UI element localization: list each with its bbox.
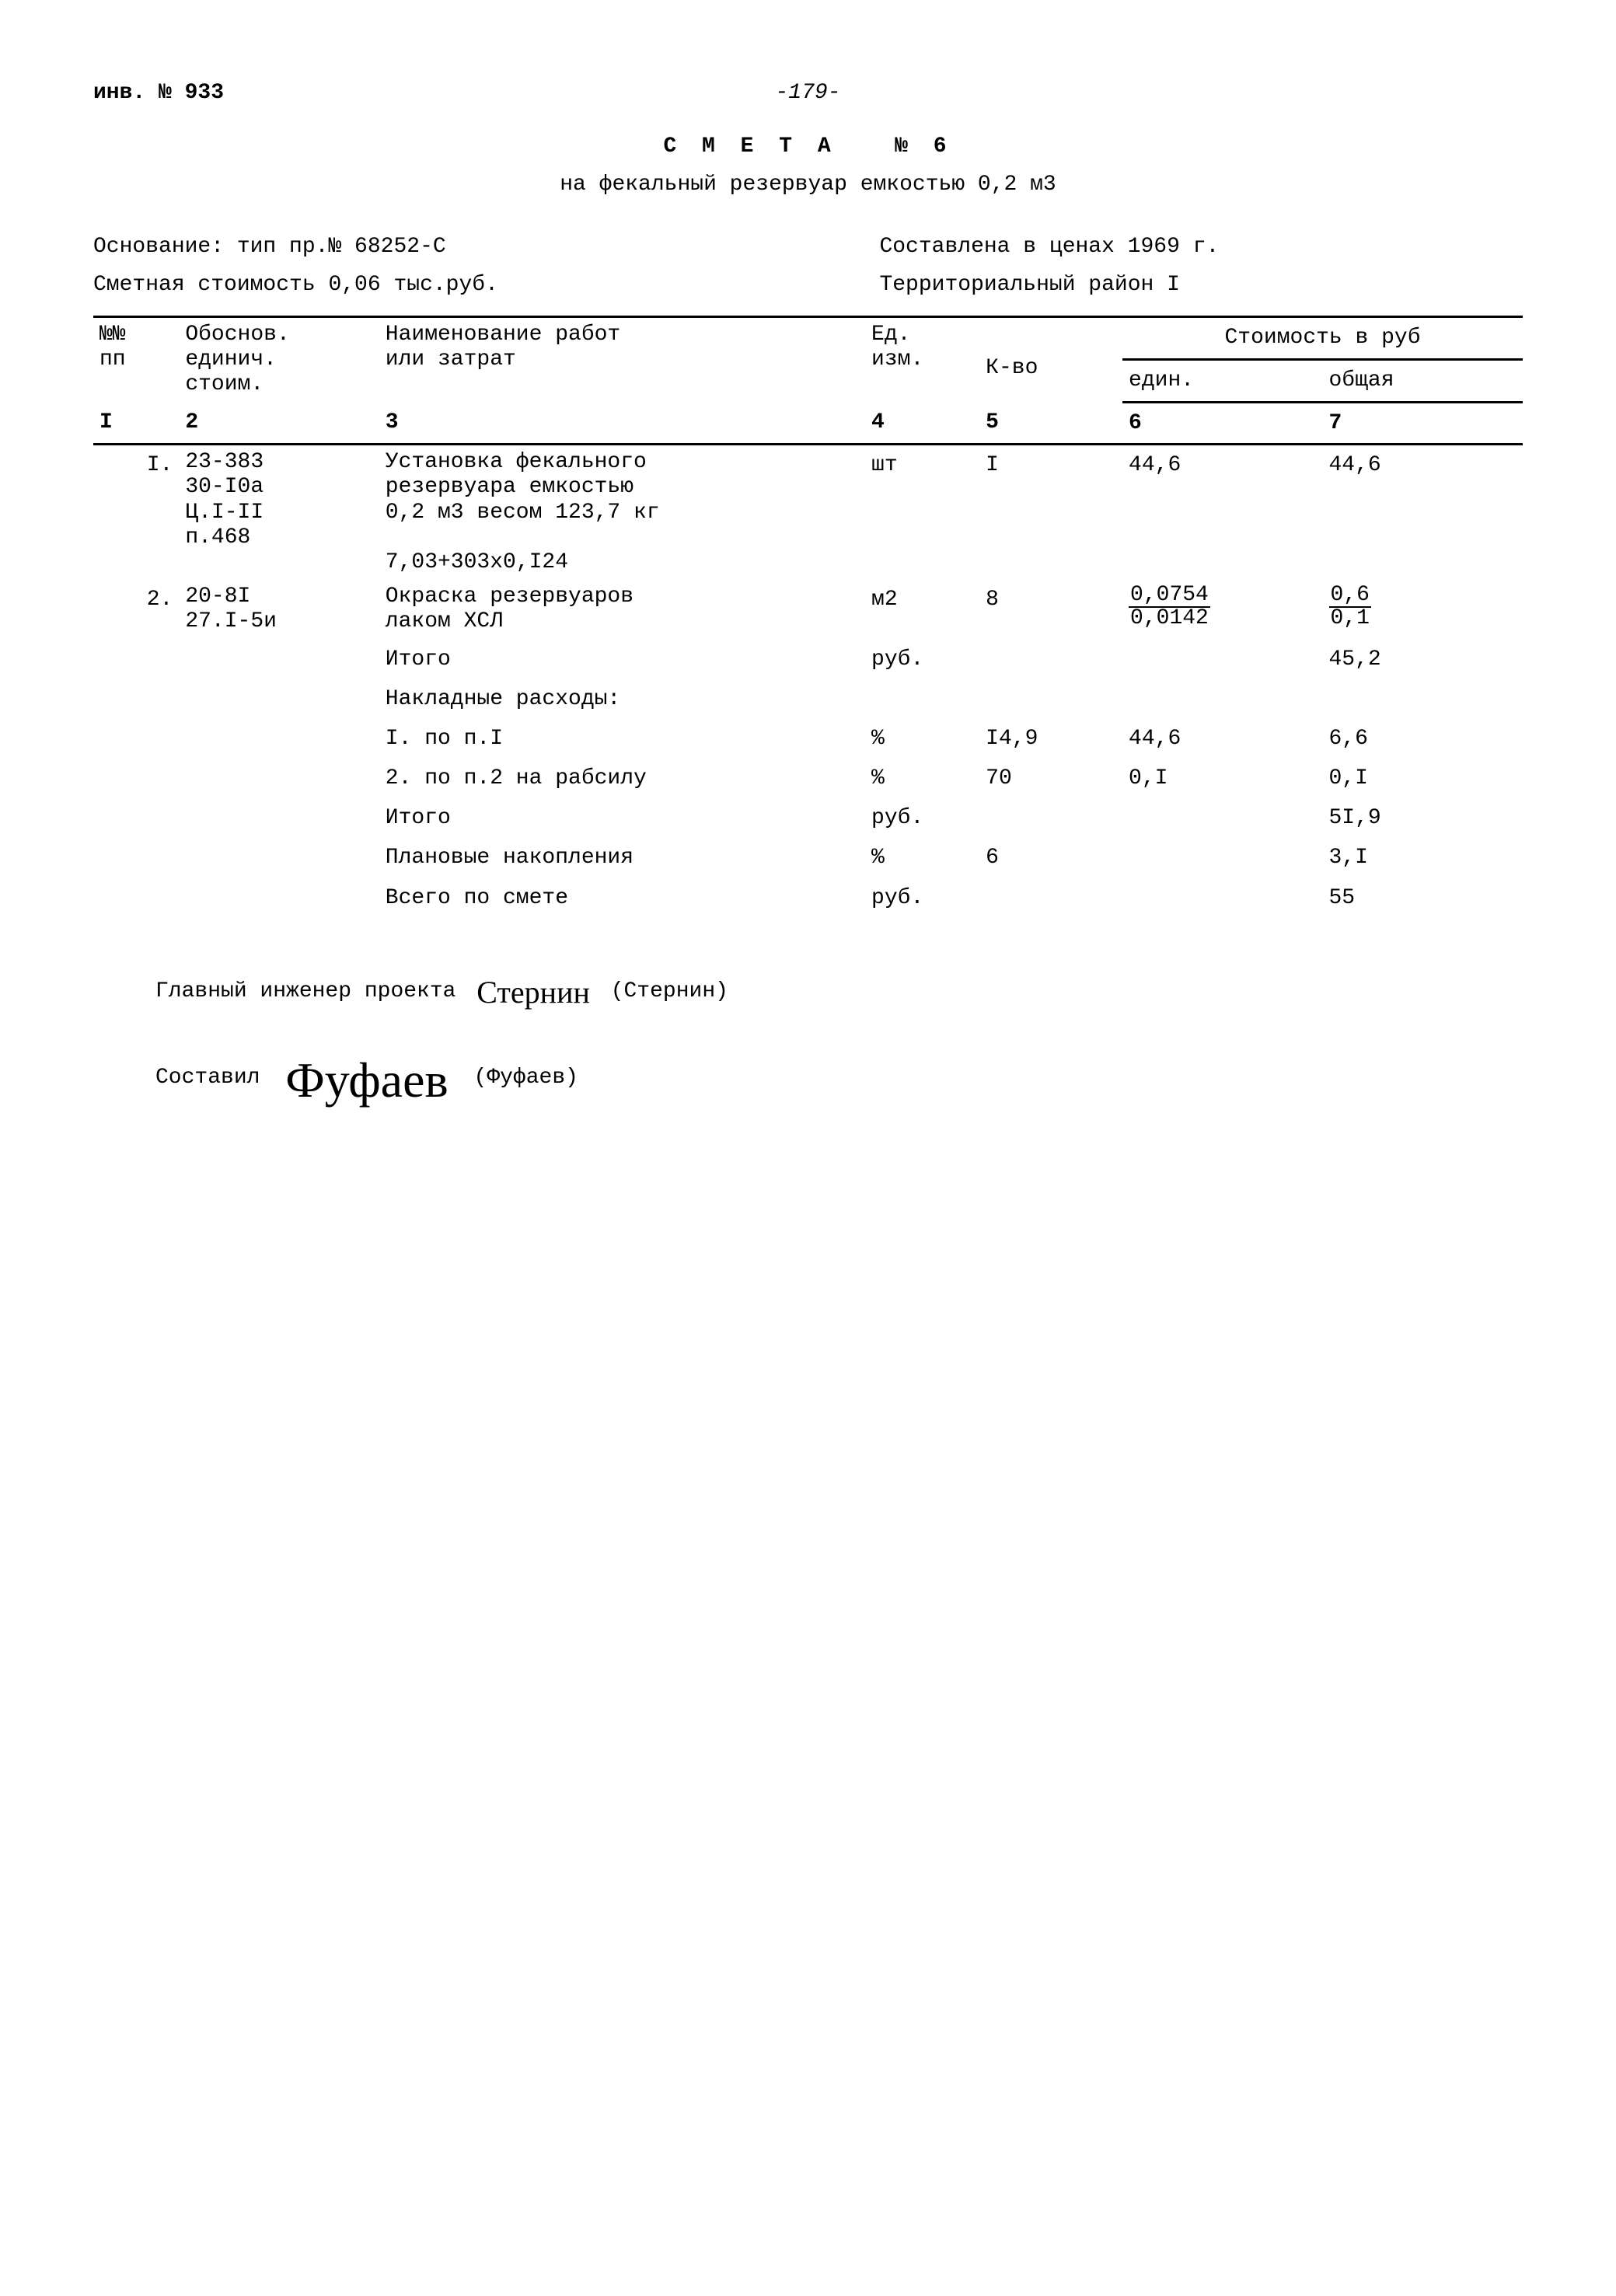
total-price-fraction: 0,6 0,1 bbox=[1323, 580, 1524, 639]
signature-script: Стернин bbox=[469, 971, 598, 1014]
territory: Территориальный район I bbox=[879, 270, 1523, 300]
col-header-basis: Обоснов. единич. стоим. bbox=[179, 316, 379, 402]
work-name-cell: Установка фекального резервуара емкостью… bbox=[379, 445, 865, 580]
col-header-unit-price: един. bbox=[1122, 359, 1322, 402]
col-header-cost-group: Стоимость в руб bbox=[1122, 316, 1523, 359]
estimate-table: №№ пп Обоснов. единич. стоим. Наименован… bbox=[93, 316, 1523, 918]
col-header-name: Наименование работ или затрат bbox=[379, 316, 865, 402]
summary-row: Накладные расходы: bbox=[93, 679, 1523, 719]
meta-row-2: Сметная стоимость 0,06 тыс.руб. Территор… bbox=[93, 270, 1523, 300]
doc-title: С М Е Т А № 6 bbox=[93, 131, 1523, 162]
compiler-line: Составил Фуфаев (Фуфаев) bbox=[155, 1031, 1523, 1101]
unit-price-fraction: 0,0754 0,0142 bbox=[1122, 580, 1322, 639]
basis-cell: 20-8I 27.I-5и bbox=[179, 580, 379, 639]
meta-row-1: Основание: тип пр.№ 68252-С Составлена в… bbox=[93, 232, 1523, 262]
table-row: I. 23-383 30-I0а Ц.I-II п.468 Установка … bbox=[93, 445, 1523, 580]
col-header-unit: Ед. изм. bbox=[865, 316, 979, 402]
summary-row: Всего по смете руб. 55 bbox=[93, 878, 1523, 918]
signature-block: Главный инженер проекта Стернин (Стернин… bbox=[155, 965, 1523, 1101]
col-header-num: №№ пп bbox=[93, 316, 179, 402]
summary-row: Итого руб. 45,2 bbox=[93, 640, 1523, 679]
inventory-number: инв. № 933 bbox=[93, 78, 224, 108]
col-header-total-price: общая bbox=[1323, 359, 1524, 402]
estimated-cost: Сметная стоимость 0,06 тыс.руб. bbox=[93, 270, 879, 300]
basis-label: Основание: тип пр.№ 68252-С bbox=[93, 232, 879, 262]
doc-subtitle: на фекальный резервуар емкостью 0,2 м3 bbox=[93, 169, 1523, 200]
summary-row: I. по п.I % I4,9 44,6 6,6 bbox=[93, 719, 1523, 759]
column-number-row: I 2 3 4 5 6 7 bbox=[93, 403, 1523, 445]
col-header-qty: К-во bbox=[979, 316, 1122, 402]
signature-script: Фуфаев bbox=[273, 1045, 460, 1115]
price-year: Составлена в ценах 1969 г. bbox=[879, 232, 1523, 262]
summary-row: 2. по п.2 на рабсилу % 70 0,I 0,I bbox=[93, 759, 1523, 798]
header-row: №№ пп Обоснов. единич. стоим. Наименован… bbox=[93, 316, 1523, 359]
table-row: 2. 20-8I 27.I-5и Окраска резервуаров лак… bbox=[93, 580, 1523, 639]
page-number: -179- bbox=[775, 78, 840, 108]
summary-row: Итого руб. 5I,9 bbox=[93, 798, 1523, 838]
summary-row: Плановые накопления % 6 3,I bbox=[93, 838, 1523, 878]
work-name-cell: Окраска резервуаров лаком ХСЛ bbox=[379, 580, 865, 639]
chief-engineer-line: Главный инженер проекта Стернин (Стернин… bbox=[155, 965, 1523, 1008]
header-top: инв. № 933 -179- bbox=[93, 78, 1523, 108]
basis-cell: 23-383 30-I0а Ц.I-II п.468 bbox=[179, 445, 379, 580]
